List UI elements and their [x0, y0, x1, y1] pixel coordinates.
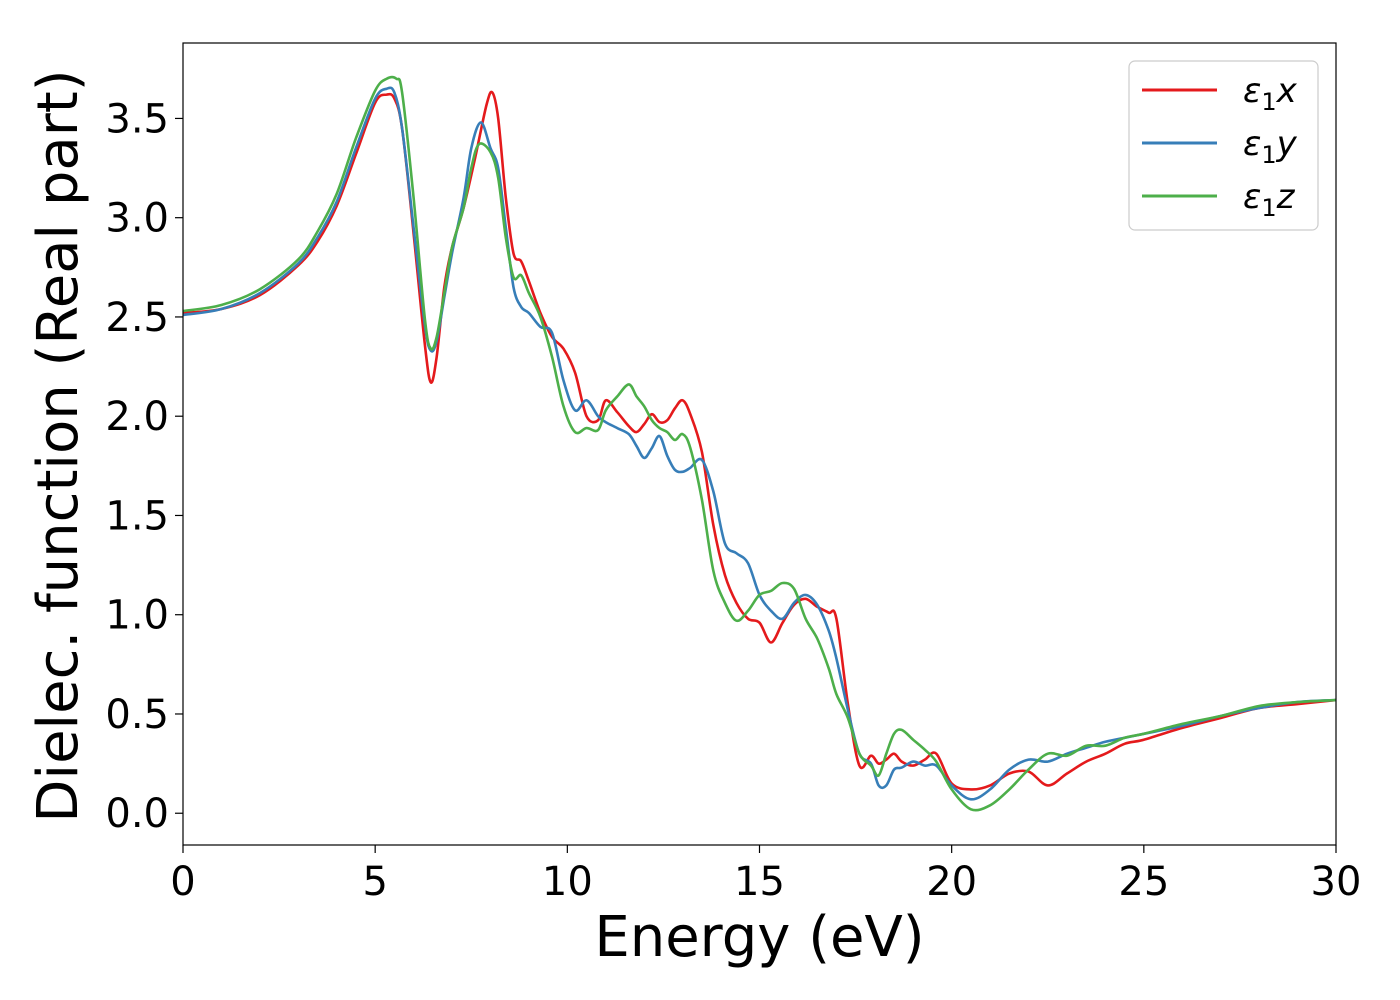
y-tick-label: 1.0: [105, 593, 169, 639]
y-axis-ticks: 0.0 0.5 1.0 1.5 2.0 2.5 3.0 3.5: [105, 96, 183, 837]
series-group: [183, 75, 1336, 812]
y-axis-title: Dielec. function (Real part): [26, 69, 91, 822]
legend-label-y: ε1y: [1243, 124, 1298, 169]
y-tick-label: 1.5: [105, 493, 169, 539]
x-tick-label: 0: [170, 859, 195, 905]
x-axis-title: Energy (eV): [594, 905, 924, 970]
x-tick-label: 25: [1118, 859, 1169, 905]
x-tick-label: 15: [734, 859, 785, 905]
legend-box: [1128, 60, 1319, 231]
series-line-x: [183, 90, 1336, 791]
y-tick-label: 3.0: [105, 196, 169, 242]
y-tick-label: 0.0: [105, 791, 169, 837]
legend-label-x: ε1x: [1243, 71, 1298, 116]
y-tick-label: 3.5: [105, 96, 169, 142]
x-tick-label: 20: [926, 859, 977, 905]
legend: ε1x ε1y ε1z: [1128, 60, 1319, 231]
x-tick-label: 5: [362, 859, 387, 905]
y-tick-label: 2.0: [105, 394, 169, 440]
series-line-y: [183, 86, 1336, 801]
x-tick-label: 10: [542, 859, 593, 905]
legend-label-z: ε1z: [1243, 177, 1296, 222]
y-tick-label: 0.5: [105, 692, 169, 738]
series-line-z: [183, 75, 1336, 812]
x-axis-ticks: 0 5 10 15 20 25 30: [170, 845, 1361, 905]
x-tick-label: 30: [1311, 859, 1362, 905]
y-tick-label: 2.5: [105, 295, 169, 341]
